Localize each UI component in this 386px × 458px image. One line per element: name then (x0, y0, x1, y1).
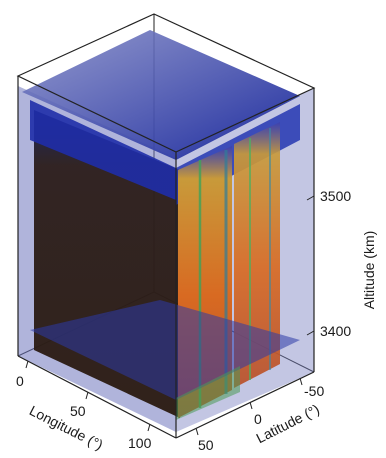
latitude-tick-0: 0 (254, 411, 262, 427)
altitude-axis-label: Altitude (km) (361, 231, 377, 310)
longitude-axis-label: Longitude (°) (27, 402, 106, 453)
latitude-axis-label: Latitude (°) (254, 401, 322, 446)
longitude-tick-100: 100 (128, 435, 152, 451)
box-front-edges (16, 13, 316, 439)
latitude-tick-minus50: -50 (304, 383, 324, 399)
longitude-tick-50: 50 (70, 403, 86, 419)
altitude-tick-3400: 3400 (320, 323, 351, 339)
altitude-tick-3500: 3500 (320, 188, 351, 204)
longitude-tick-0: 0 (16, 373, 24, 389)
latitude-tick-50: 50 (198, 437, 214, 453)
altitude-axis: 3500 3400 Altitude (km) (306, 188, 377, 339)
volume-body (18, 30, 314, 432)
